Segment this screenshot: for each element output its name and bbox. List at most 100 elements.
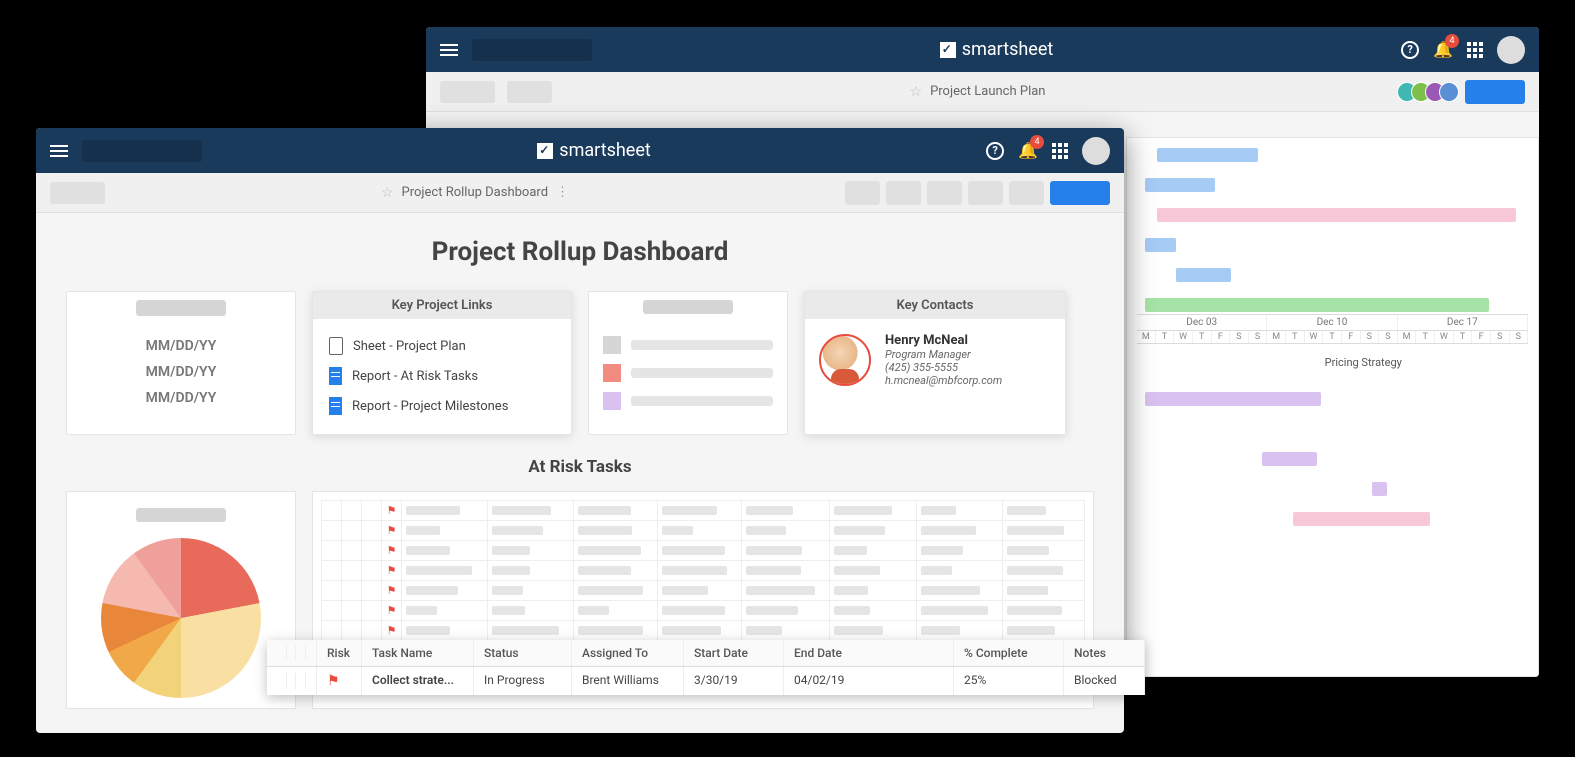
grid-cell[interactable] [741,561,829,581]
grid-cell[interactable] [342,521,362,541]
grid-cell[interactable] [402,601,488,621]
grid-cell[interactable] [830,621,917,641]
grid-row[interactable]: ⚑ [322,561,1085,581]
gantt-bar[interactable] [1176,268,1231,282]
grid-cell[interactable] [830,521,917,541]
grid-cell[interactable] [1002,621,1085,641]
toolbar-button[interactable] [886,181,921,205]
grid-cell[interactable] [657,601,741,621]
project-link[interactable]: Sheet - Project Plan [329,331,555,361]
grid-cell[interactable] [916,581,1002,601]
bell-icon[interactable]: 🔔4 [1433,40,1453,59]
grid-cell[interactable] [830,501,917,521]
grid-cell[interactable]: ⚑ [382,581,402,601]
hamburger-icon[interactable] [50,145,68,157]
gantt-bar[interactable] [1145,178,1215,192]
grid-cell[interactable] [487,601,573,621]
grid-cell[interactable] [741,501,829,521]
toolbar-button[interactable] [968,181,1003,205]
grid-cell[interactable] [916,561,1002,581]
gantt-bar[interactable] [1372,482,1388,496]
grid-cell[interactable] [402,561,488,581]
grid-cell[interactable] [916,541,1002,561]
cell-complete[interactable]: 25% [954,667,1064,695]
grid-cell[interactable] [322,601,342,621]
grid-cell[interactable] [657,561,741,581]
gantt-bar[interactable] [1145,392,1321,406]
star-icon[interactable]: ☆ [910,84,923,100]
grid-cell[interactable]: ⚑ [382,561,402,581]
grid-cell[interactable] [342,601,362,621]
grid-row[interactable]: ⚑ [322,621,1085,641]
grid-cell[interactable] [657,621,741,641]
grid-cell[interactable] [657,501,741,521]
row-handles[interactable] [267,667,317,695]
bell-icon[interactable]: 🔔4 [1018,141,1038,160]
project-link[interactable]: Report - Project Milestones [329,391,555,421]
toolbar-button[interactable] [927,181,962,205]
gantt-chart[interactable]: Dec 03Dec 10Dec 17 MTWTFSSMTWTFSSMTWTFSS… [1126,137,1539,677]
grid-row[interactable]: ⚑ [322,541,1085,561]
grid-row[interactable]: ⚑ [322,581,1085,601]
cell-risk[interactable]: ⚑ [317,667,362,695]
grid-cell[interactable]: ⚑ [382,621,402,641]
grid-cell[interactable] [487,561,573,581]
grid-cell[interactable] [1002,561,1085,581]
grid-cell[interactable] [362,541,382,561]
grid-cell[interactable] [487,521,573,541]
cell-notes[interactable]: Blocked [1064,667,1145,695]
grid-cell[interactable] [322,561,342,581]
grid-cell[interactable] [916,521,1002,541]
grid-cell[interactable] [402,521,488,541]
grid-cell[interactable]: ⚑ [382,521,402,541]
project-link[interactable]: Report - At Risk Tasks [329,361,555,391]
apps-grid-icon[interactable] [1467,42,1483,58]
cell-task[interactable]: Collect strate... [362,667,474,695]
grid-cell[interactable] [1002,601,1085,621]
help-icon[interactable]: ? [986,142,1004,160]
grid-cell[interactable] [830,601,917,621]
collaborator-avatars[interactable] [1403,82,1459,102]
grid-row[interactable]: ⚑ [322,501,1085,521]
toolbar-button[interactable] [845,181,880,205]
cell-end[interactable]: 04/02/19 [784,667,954,695]
grid-cell[interactable] [342,621,362,641]
grid-row[interactable]: ⚑ [322,521,1085,541]
grid-cell[interactable] [573,501,657,521]
grid-cell[interactable] [322,621,342,641]
toolbar-button[interactable] [1009,181,1044,205]
grid-cell[interactable] [342,581,362,601]
grid-cell[interactable] [362,561,382,581]
grid-cell[interactable] [741,621,829,641]
grid-cell[interactable]: ⚑ [382,541,402,561]
grid-cell[interactable] [342,541,362,561]
cell-assigned[interactable]: Brent Williams [572,667,684,695]
grid-cell[interactable] [342,561,362,581]
grid-cell[interactable] [573,581,657,601]
gantt-bar[interactable] [1145,298,1489,312]
grid-cell[interactable] [741,581,829,601]
brand-logo[interactable]: smartsheet [537,140,650,161]
gantt-bar[interactable] [1293,512,1430,526]
grid-cell[interactable] [916,621,1002,641]
grid-cell[interactable] [402,501,488,521]
grid-cell[interactable] [657,581,741,601]
user-avatar[interactable] [1497,36,1525,64]
grid-cell[interactable] [362,581,382,601]
hamburger-icon[interactable] [440,44,458,56]
grid-cell[interactable] [573,561,657,581]
grid-cell[interactable] [362,521,382,541]
grid-cell[interactable] [1002,541,1085,561]
grid-cell[interactable] [657,521,741,541]
grid-cell[interactable] [830,581,917,601]
grid-cell[interactable] [573,541,657,561]
cell-status[interactable]: In Progress [474,667,572,695]
grid-cell[interactable] [362,621,382,641]
grid-cell[interactable] [402,581,488,601]
grid-cell[interactable] [741,541,829,561]
grid-cell[interactable] [916,501,1002,521]
grid-cell[interactable] [487,581,573,601]
gantt-bar[interactable] [1145,238,1176,252]
user-avatar[interactable] [1082,137,1110,165]
grid-cell[interactable] [362,601,382,621]
